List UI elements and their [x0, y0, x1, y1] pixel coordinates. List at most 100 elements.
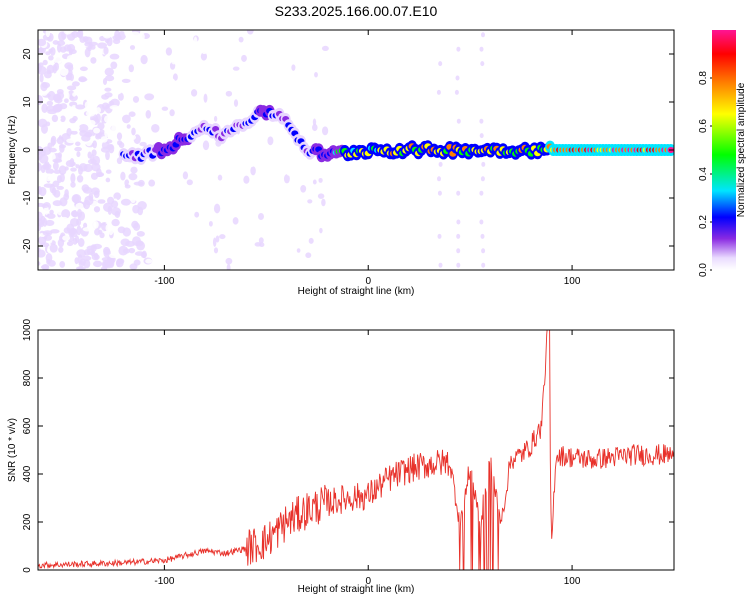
heatmap-cell: [72, 209, 79, 218]
heatmap-cell: [77, 238, 85, 247]
heatmap-cell: [74, 146, 82, 152]
snr-x-ticks: -100 0 100: [154, 330, 581, 587]
heatmap-cell: [188, 39, 193, 45]
heatmap-cell: [270, 200, 275, 206]
heatmap-cell: [437, 75, 442, 81]
heatmap-cell: [131, 220, 139, 229]
heatmap-cell: [296, 248, 301, 253]
heatmap-cell: [195, 98, 200, 109]
heatmap-cell: [38, 153, 49, 164]
heatmap-cell: [121, 108, 128, 115]
heatmap-cell: [121, 78, 131, 84]
heatmap-cell: [144, 93, 155, 101]
heatmap-cell: [97, 122, 105, 130]
heatmap-cell: [151, 123, 160, 133]
heatmap-cell: [38, 249, 46, 258]
heatmap-cell: [52, 40, 59, 45]
heatmap-cell: [42, 59, 48, 66]
heatmap-cell: [70, 124, 80, 132]
snr-panel: -100 0 100 0 200 400 600 800 1000 Height of str…: [7, 318, 675, 595]
heatmap-cell: [136, 241, 146, 251]
heatmap-cell: [105, 177, 111, 183]
heatmap-cell: [480, 205, 485, 211]
heatmap-cell: [213, 203, 221, 214]
heatmap-cell: [50, 229, 60, 234]
x-tick-label: -100: [154, 576, 174, 587]
spectrogram-ridge: [118, 104, 674, 165]
heatmap-cell: [225, 141, 231, 147]
colorbar-tick-label: 0.0: [698, 263, 709, 277]
heatmap-cell: [53, 103, 62, 112]
heatmap-cell: [208, 220, 213, 227]
heatmap-cell: [76, 249, 87, 258]
heatmap-cell: [299, 246, 304, 256]
heatmap-cell: [38, 185, 42, 195]
heatmap-cell: [232, 217, 239, 225]
heatmap-cell: [102, 189, 110, 198]
heatmap-cell: [94, 252, 99, 260]
heatmap-cell: [81, 134, 91, 142]
heatmap-cell: [190, 169, 195, 178]
snr-y-ticks: 0 200 400 600 800 1000: [22, 318, 674, 573]
heatmap-cell: [296, 173, 301, 182]
heatmap-cell: [48, 55, 54, 61]
y-tick-label: 400: [22, 465, 33, 482]
heatmap-cell: [98, 229, 103, 234]
heatmap-cell: [286, 170, 292, 176]
heatmap-cell: [82, 91, 92, 97]
heatmap-cell: [103, 259, 114, 269]
heatmap-cell: [60, 115, 66, 123]
heatmap-cell: [456, 161, 461, 167]
heatmap-cell: [54, 94, 62, 100]
heatmap-cell: [309, 98, 313, 108]
heatmap-cell: [54, 62, 59, 71]
heatmap-cell: [59, 66, 69, 77]
heatmap-cell: [131, 84, 137, 89]
heatmap-cell: [455, 75, 460, 81]
heatmap-cell: [101, 102, 110, 110]
x-tick-label: 0: [365, 276, 371, 287]
heatmap-cell: [232, 66, 240, 71]
heatmap-cell: [258, 237, 264, 244]
heatmap-cell: [193, 36, 198, 47]
spectrogram-y-label: Frequency (Hz): [7, 116, 18, 185]
heatmap-cell: [300, 209, 304, 215]
heatmap-cell: [177, 185, 184, 193]
heatmap-cell: [72, 115, 78, 122]
heatmap-cell: [42, 230, 53, 236]
heatmap-cell: [140, 79, 147, 86]
heatmap-cell: [479, 75, 484, 81]
heatmap-cell: [248, 162, 255, 168]
spectrogram-y-ticks: -20 -10 0 10 20: [22, 48, 674, 253]
heatmap-cell: [66, 128, 72, 137]
heatmap-cell: [69, 152, 77, 161]
heatmap-cell: [193, 233, 197, 240]
y-tick-label: 600: [22, 417, 33, 434]
heatmap-cell: [294, 72, 301, 80]
heatmap-cell: [216, 64, 222, 71]
heatmap-cell: [51, 114, 59, 123]
y-tick-label: 10: [22, 96, 33, 108]
heatmap-cell: [95, 113, 101, 124]
heatmap-cell: [41, 103, 48, 114]
heatmap-cell: [436, 89, 441, 95]
snr-line: [38, 330, 674, 570]
heatmap-cell: [58, 31, 66, 42]
heatmap-cell: [64, 62, 74, 70]
heatmap-cell: [83, 222, 88, 229]
heatmap-cell: [45, 30, 51, 38]
heatmap-cell: [210, 69, 217, 74]
heatmap-cell: [38, 211, 43, 222]
heatmap-cell: [58, 246, 64, 253]
heatmap-cell: [119, 52, 127, 59]
heatmap-cell: [41, 124, 48, 134]
heatmap-cell: [130, 31, 140, 38]
heatmap-cell: [97, 199, 106, 204]
heatmap-cell: [106, 196, 115, 205]
heatmap-cell: [76, 208, 83, 218]
heatmap-cell: [132, 204, 140, 214]
heatmap-cell: [170, 78, 176, 89]
heatmap-cell: [47, 142, 53, 150]
heatmap-cell: [92, 140, 97, 149]
heatmap-cell: [94, 228, 101, 236]
